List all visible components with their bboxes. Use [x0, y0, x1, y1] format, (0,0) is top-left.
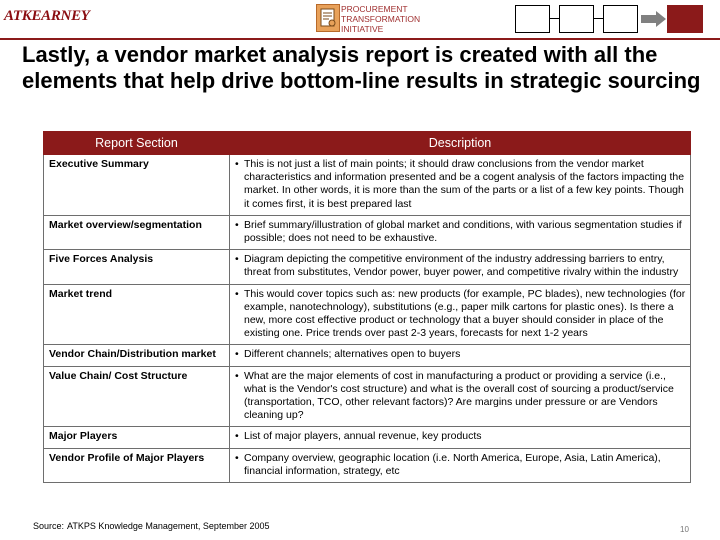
description-text: Brief summary/illustration of global mar…: [244, 218, 682, 245]
bullet-icon: •: [235, 430, 239, 443]
description-text: Different channels; alternatives open to…: [244, 348, 461, 361]
table-row: Vendor Profile of Major Players • Company…: [43, 447, 691, 484]
report-sections-table: Report Section Description Executive Sum…: [43, 131, 691, 484]
section-cell: Vendor Chain/Distribution market: [43, 344, 230, 367]
source-note: Source: ATKPS Knowledge Management, Sept…: [33, 521, 269, 531]
source-text: ATKPS Knowledge Management, September 20…: [67, 521, 270, 531]
section-cell: Executive Summary: [43, 154, 230, 216]
column-header-description: Description: [229, 131, 691, 155]
description-text: What are the major elements of cost in m…: [244, 369, 674, 422]
nav-step-2[interactable]: [559, 5, 594, 33]
bullet-icon: •: [235, 218, 239, 231]
section-cell: Vendor Profile of Major Players: [43, 447, 230, 484]
table-header-row: Report Section Description: [43, 131, 691, 155]
bullet-icon: •: [235, 287, 239, 300]
table-row: Market overview/segmentation • Brief summ…: [43, 214, 691, 251]
program-label-line: INITIATIVE: [341, 24, 384, 34]
procurement-document-icon: [316, 4, 340, 32]
section-cell: Market trend: [43, 283, 230, 346]
program-label-line: TRANSFORMATION: [341, 14, 421, 24]
section-cell: Five Forces Analysis: [43, 249, 230, 285]
bullet-icon: •: [235, 253, 239, 266]
description-text: This is not just a list of main points; …: [244, 158, 685, 210]
description-cell: • What are the major elements of cost in …: [229, 365, 691, 428]
description-cell: • Company overview, geographic location (…: [229, 447, 691, 484]
arrow-right-icon: [641, 11, 666, 27]
table-row: Market trend • This would cover topics su…: [43, 283, 691, 346]
description-cell: • List of major players, annual revenue, …: [229, 426, 691, 449]
section-cell: Major Players: [43, 426, 230, 449]
description-text: Company overview, geographic location (i…: [244, 451, 661, 477]
column-header-report-section: Report Section: [43, 131, 230, 155]
description-cell: • Diagram depicting the competitive envir…: [229, 249, 691, 285]
table-row: Major Players • List of major players, an…: [43, 426, 691, 449]
bullet-icon: •: [235, 158, 239, 170]
nav-step-3[interactable]: [603, 5, 638, 33]
table-row: Five Forces Analysis • Diagram depicting …: [43, 249, 691, 285]
bullet-icon: •: [235, 451, 239, 464]
nav-connector: [593, 18, 603, 19]
description-cell: • This would cover topics such as: new pr…: [229, 283, 691, 346]
nav-connector: [549, 18, 559, 19]
page-title: Lastly, a vendor market analysis report …: [22, 42, 701, 93]
description-text: This would cover topics such as: new pro…: [244, 287, 686, 340]
page-number: 10: [680, 525, 689, 534]
bullet-icon: •: [235, 369, 239, 382]
description-cell: • Different channels; alternatives open t…: [229, 344, 691, 367]
header-rule: [0, 38, 720, 40]
nav-step-4-active[interactable]: [667, 5, 703, 33]
table-row: Executive Summary • This is not just a li…: [43, 154, 691, 216]
description-cell: • This is not just a list of main points;…: [229, 154, 691, 216]
description-text: Diagram depicting the competitive enviro…: [244, 253, 679, 279]
table-row: Value Chain/ Cost Structure • What are th…: [43, 365, 691, 428]
description-text: List of major players, annual revenue, k…: [244, 430, 482, 443]
program-label: PROCUREMENT TRANSFORMATION INITIATIVE: [341, 4, 420, 34]
company-logo: ATKEARNEY: [4, 8, 90, 24]
table-row: Vendor Chain/Distribution market • Differ…: [43, 344, 691, 367]
nav-step-1[interactable]: [515, 5, 550, 33]
source-label: Source:: [33, 521, 65, 531]
description-cell: • Brief summary/illustration of global ma…: [229, 214, 691, 251]
bullet-icon: •: [235, 348, 239, 361]
section-cell: Value Chain/ Cost Structure: [43, 365, 230, 428]
section-cell: Market overview/segmentation: [43, 214, 230, 251]
program-label-line: PROCUREMENT: [341, 4, 408, 14]
